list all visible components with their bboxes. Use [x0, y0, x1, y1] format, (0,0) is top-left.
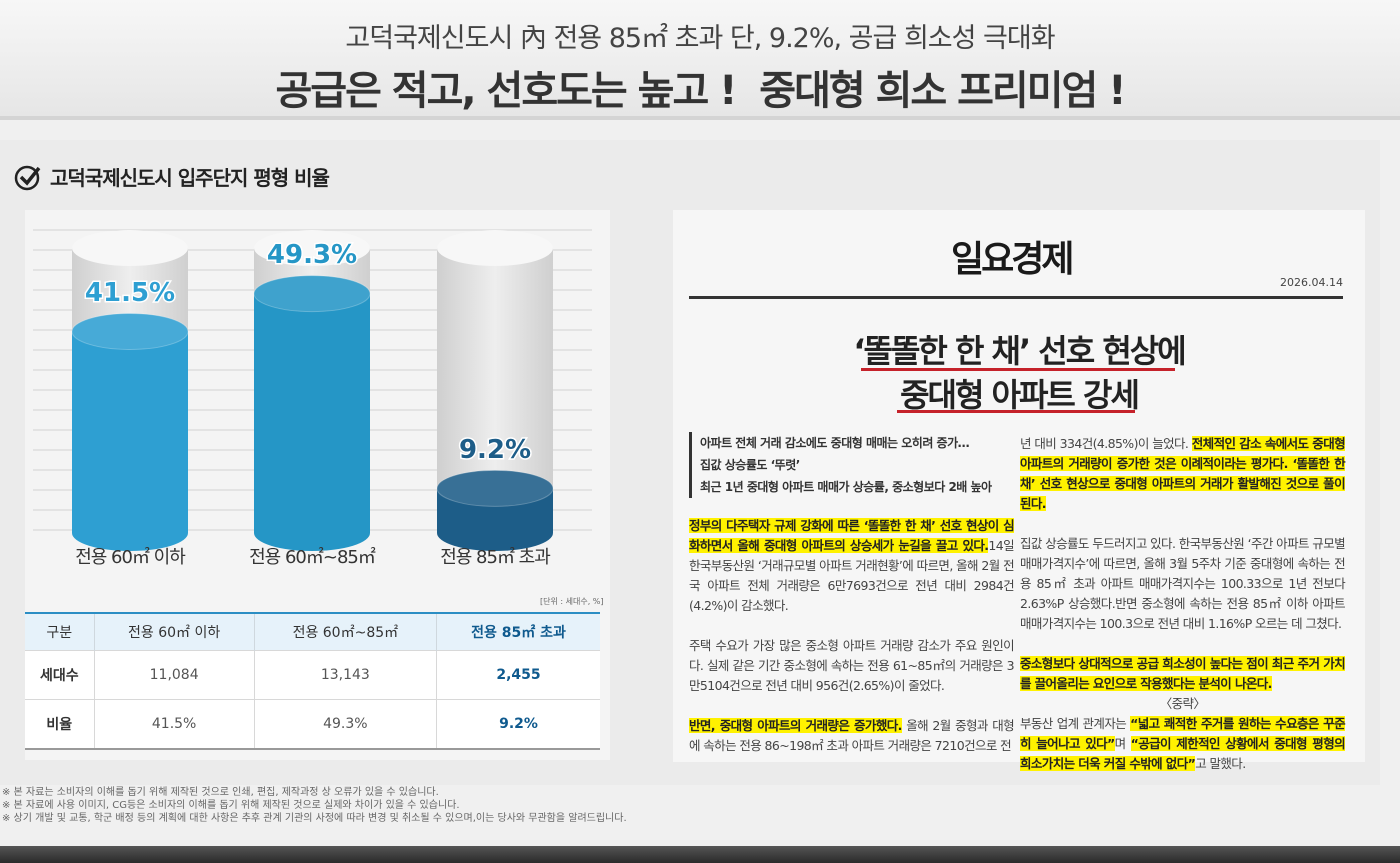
- cylinder-bg-cap: [437, 230, 553, 266]
- table-cell: 11,084: [94, 650, 255, 700]
- table-header: 구분 전용 60㎡ 이하 전용 60㎡~85㎡ 전용 85㎡ 초과: [25, 612, 600, 651]
- bar-cap-shade: [72, 313, 188, 350]
- section-heading: 고덕국제신도시 입주단지 평형 비율: [14, 162, 330, 191]
- highlight-text: 중소형보다 상대적으로 공급 희소성이 높다는 점이 최근 주거 가치를 끌어올…: [1020, 656, 1346, 691]
- text: 고 말했다.: [1195, 756, 1246, 771]
- bottom-bar: [0, 846, 1400, 863]
- paragraph: 부동산 업계 관계자는 “넓고 쾌적한 주거를 원하는 수요층은 꾸준히 늘어나…: [1020, 714, 1346, 774]
- table-header-cell: 전용 85㎡ 초과: [436, 612, 600, 651]
- footnote: ※ 본 자료에 사용 이미지, CG등은 소비자의 이해를 돕기 위해 제작된 …: [2, 800, 460, 811]
- table-cell: 비율: [25, 699, 95, 750]
- header-title: 공급은 적고, 선호도는 높고 ! 중대형 희소 프리미엄 !: [275, 68, 1126, 114]
- text: 주택 수요가 가장 많은 중소형 아파트 거래량 감소가 주요 원인이다. 실제…: [689, 638, 1015, 693]
- text: 집값 상승률도 두드러지고 있다. 한국부동산원 ‘주간 아파트 규모별 매매가…: [1020, 536, 1346, 631]
- check-icon: [14, 165, 41, 190]
- unit-note: [단위 : 세대수, %]: [540, 597, 604, 606]
- headline: 중대형 아파트 강세: [900, 376, 1140, 414]
- summary-line: 최근 1년 중대형 아파트 매매가 상승률, 중소형보다 2배 높아: [700, 480, 992, 494]
- value-label: 49.3%: [267, 240, 357, 270]
- chart-box: 41.5% 전용 60㎡ 이하 49.3% 전용 60㎡~85㎡ 9.2% 전용 85㎡ …: [25, 210, 610, 760]
- bar-cap: [71, 312, 189, 350]
- bar-cap-shade: [437, 470, 553, 507]
- paragraph: 집값 상승률도 두드러지고 있다. 한국부동산원 ‘주간 아파트 규모별 매매가…: [1020, 534, 1346, 634]
- table-cell: 41.5%: [94, 699, 255, 750]
- header-subtitle: 고덕국제신도시 內 전용 85㎡ 초과 단, 9.2%, 공급 희소성 극대화: [345, 23, 1055, 54]
- section-title: 고덕국제신도시 입주단지 평형 비율: [50, 166, 330, 190]
- cylinder-bg-cap: [254, 230, 370, 266]
- footnote: ※ 상기 개발 및 교통, 학군 배정 등의 계획에 대한 사항은 추후 관계 …: [2, 813, 627, 824]
- category-label: 전용 85㎡ 초과: [440, 546, 550, 568]
- table-row: 세대수 11,084 13,143 2,455: [25, 650, 600, 700]
- paragraph: 년 대비 334건(4.85%)이 늘었다. 전체적인 감소 속에서도 중대형 …: [1020, 434, 1346, 514]
- table-cell: 9.2%: [436, 699, 600, 750]
- text: 년 대비 334건(4.85%)이 늘었다.: [1020, 436, 1192, 451]
- cylinder-bg-cap: [72, 230, 188, 266]
- bar-cap: [436, 469, 554, 507]
- highlight-text: 반면, 중대형 아파트의 거래량은 증가했다.: [689, 718, 902, 733]
- footnotes: ※ 본 자료는 소비자의 이해를 돕기 위해 제작된 것으로 인쇄, 편집, 제…: [2, 786, 627, 825]
- text: 14일 한국부동산원 ‘거래규모별 아파트 거래현황’에 따르면, 올해 2월 …: [689, 538, 1015, 613]
- logo: 일요경제: [951, 239, 1074, 280]
- article-column: 년 대비 334건(4.85%)이 늘었다. 전체적인 감소 속에서도 중대형 …: [1020, 434, 1346, 794]
- chart: 41.5% 전용 60㎡ 이하 49.3% 전용 60㎡~85㎡ 9.2% 전용 85㎡ …: [33, 229, 592, 568]
- table-body: 세대수 11,084 13,143 2,455 비율 41.5% 49.3% 9.2%: [25, 650, 600, 750]
- paragraph: 정부의 다주택자 규제 강화에 따른 ‘똘똘한 한 채’ 선호 현상이 심화하면…: [689, 516, 1015, 616]
- text: 올해 2월 중형과 대형에 속하는 전용 86~198㎡ 초과 아파트 거래량은…: [689, 718, 1015, 753]
- paragraph: 반면, 중대형 아파트의 거래량은 증가했다. 올해 2월 중형과 대형에 속하…: [689, 716, 1015, 756]
- table-header-cell: 전용 60㎡~85㎡: [254, 612, 438, 651]
- text: 부동산 업계 관계자는: [1020, 716, 1131, 731]
- summary-line: 아파트 전체 거래 감소에도 중대형 매매는 오히려 증가…: [700, 436, 970, 450]
- bar-cap: [253, 275, 371, 313]
- underline: [897, 410, 1135, 413]
- table-cell: 13,143: [254, 650, 438, 700]
- bar: [72, 331, 188, 533]
- table-cell: 2,455: [436, 650, 600, 700]
- paragraph: 〈중략〉: [1020, 694, 1345, 714]
- value-label: 41.5%: [85, 278, 175, 308]
- table-row: 비율 41.5% 49.3% 9.2%: [25, 699, 600, 750]
- headline: ‘똘똘한 한 채’ 선호 현상에: [853, 332, 1186, 370]
- underline: [861, 368, 1175, 371]
- header: 고덕국제신도시 內 전용 85㎡ 초과 단, 9.2%, 공급 희소성 극대화 …: [0, 0, 1400, 120]
- table-header-cell: 구분: [25, 612, 95, 651]
- bar: [254, 293, 370, 533]
- table-header-cell: 전용 60㎡ 이하: [94, 612, 255, 651]
- article: 일요경제 2026.04.14 ‘똘똘한 한 채’ 선호 현상에 중대형 아파트…: [673, 210, 1365, 771]
- category-label: 전용 60㎡ 이하: [75, 546, 186, 568]
- article-column: 정부의 다주택자 규제 강화에 따른 ‘똘똘한 한 채’ 선호 현상이 심화하면…: [689, 516, 1015, 776]
- table-cell: 세대수: [25, 650, 95, 700]
- rule: [689, 296, 1343, 299]
- table-cell: 49.3%: [254, 699, 438, 750]
- value-label: 9.2%: [459, 435, 531, 465]
- bar-cap-shade: [254, 275, 370, 312]
- article-date: 2026.04.14: [1280, 276, 1343, 289]
- text: 며: [1114, 736, 1131, 751]
- highlight-text: 정부의 다주택자 규제 강화에 따른 ‘똘똘한 한 채’ 선호 현상이 심화하면…: [689, 518, 1015, 553]
- summary: 아파트 전체 거래 감소에도 중대형 매매는 오히려 증가… 집값 상승률도 ‘뚜…: [689, 432, 1018, 498]
- paragraph: 주택 수요가 가장 많은 중소형 아파트 거래량 감소가 주요 원인이다. 실제…: [689, 636, 1015, 696]
- footnote: ※ 본 자료는 소비자의 이해를 돕기 위해 제작된 것으로 인쇄, 편집, 제…: [2, 787, 439, 798]
- paragraph: 중소형보다 상대적으로 공급 희소성이 높다는 점이 최근 주거 가치를 끌어올…: [1020, 654, 1346, 694]
- category-label: 전용 60㎡~85㎡: [249, 546, 376, 568]
- data-table: 구분 전용 60㎡ 이하 전용 60㎡~85㎡ 전용 85㎡ 초과 세대수 11,084 1…: [25, 612, 600, 750]
- summary-line: 집값 상승률도 ‘뚜렷’: [700, 458, 800, 472]
- text: 〈중략〉: [1159, 696, 1206, 711]
